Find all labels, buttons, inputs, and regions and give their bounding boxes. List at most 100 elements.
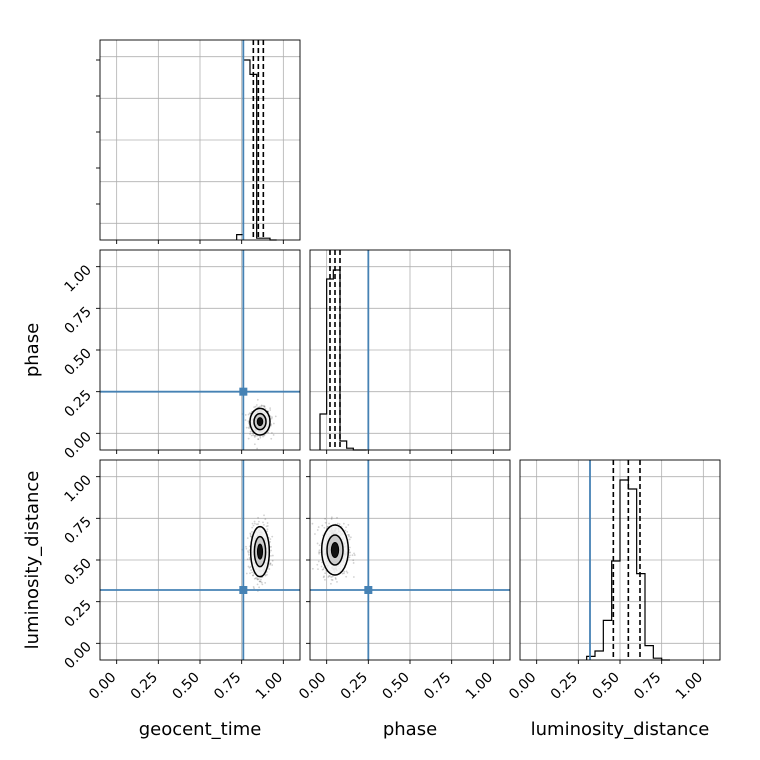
- x-tick-label: 1.00: [463, 670, 496, 703]
- sample-point: [245, 545, 247, 548]
- sample-point: [260, 405, 263, 408]
- sample-point: [251, 522, 254, 525]
- sample-point: [269, 540, 272, 543]
- scatter-panel-geocent_time-phase: 0.00 0.25 0.50 0.75 1.00: [61, 249, 301, 462]
- truth-marker: [239, 586, 248, 594]
- sample-point: [263, 514, 265, 517]
- sample-point: [244, 419, 247, 421]
- sample-point: [270, 417, 273, 420]
- x-tick-label: 0.00: [506, 670, 539, 703]
- sample-point: [260, 578, 262, 581]
- sample-point: [248, 412, 251, 415]
- sample-point: [256, 398, 259, 401]
- sample-point: [262, 435, 264, 438]
- sample-point: [345, 575, 348, 578]
- sample-point: [256, 583, 259, 586]
- sample-point: [349, 551, 351, 554]
- sample-point: [264, 518, 267, 521]
- sample-point: [252, 586, 255, 588]
- sample-point: [323, 575, 325, 578]
- sample-point: [268, 568, 271, 570]
- sample-point: [271, 416, 273, 419]
- x-tick-label: 0.75: [211, 670, 244, 703]
- sample-point: [254, 577, 257, 580]
- sample-point: [316, 542, 319, 545]
- sample-point: [263, 434, 266, 437]
- y-tick-label: 1.00: [61, 262, 94, 295]
- x-tick-label: 0.25: [338, 670, 371, 703]
- sample-point: [330, 576, 333, 578]
- sample-point: [266, 528, 269, 531]
- sample-point: [344, 529, 347, 532]
- sample-point: [347, 523, 350, 526]
- sample-point: [253, 406, 256, 409]
- sample-point: [272, 422, 275, 425]
- x-tick-label: 0.50: [379, 670, 412, 703]
- sample-point: [250, 569, 253, 571]
- sample-point: [253, 443, 256, 446]
- sample-point: [269, 409, 272, 411]
- sample-point: [269, 562, 272, 565]
- sample-point: [343, 572, 345, 575]
- sample-point: [251, 526, 254, 529]
- sample-point: [255, 523, 258, 526]
- sample-point: [348, 538, 351, 541]
- sample-point: [270, 423, 273, 426]
- sample-point: [347, 533, 350, 536]
- sample-point: [263, 405, 265, 408]
- sample-point: [247, 413, 250, 416]
- y-tick-label: 0.00: [61, 639, 94, 672]
- sample-point: [254, 522, 256, 525]
- sample-point: [260, 581, 263, 584]
- sample-point: [330, 582, 332, 585]
- sample-point: [259, 435, 262, 438]
- sample-point: [257, 438, 259, 441]
- contour-core: [256, 417, 264, 427]
- sample-point: [258, 586, 261, 589]
- sample-point: [269, 407, 272, 410]
- y-axis-title-luminosity-distance: luminosity_distance: [22, 471, 43, 650]
- sample-point: [251, 574, 254, 577]
- sample-point: [264, 574, 267, 577]
- sample-point: [272, 434, 275, 436]
- scatter-panel-geocent_time-luminosity_distance: 0.00 0.25 0.50 0.75 1.000.000.250.500.751.00: [61, 459, 301, 703]
- sample-point: [342, 522, 345, 525]
- sample-point: [253, 520, 256, 523]
- sample-point: [316, 529, 319, 531]
- sample-point: [336, 522, 339, 525]
- y-tick-label: 0.50: [61, 556, 94, 589]
- sample-point: [270, 437, 273, 440]
- sample-point: [334, 577, 337, 579]
- sample-point: [345, 570, 348, 573]
- sample-point: [330, 578, 333, 581]
- sample-point: [249, 533, 252, 536]
- y-tick-label: 0.50: [61, 346, 94, 379]
- sample-point: [274, 415, 277, 418]
- sample-point: [326, 525, 329, 528]
- sample-point: [324, 521, 327, 524]
- sample-point: [257, 578, 260, 580]
- sample-point: [348, 546, 351, 549]
- sample-point: [252, 524, 255, 527]
- sample-point: [256, 578, 259, 581]
- sample-point: [269, 562, 271, 565]
- sample-point: [338, 523, 341, 526]
- y-axis-title-phase: phase: [22, 323, 43, 377]
- sample-point: [252, 434, 255, 437]
- sample-point: [245, 572, 248, 575]
- y-tick-label: 0.25: [61, 387, 94, 420]
- sample-point: [317, 526, 320, 528]
- x-tick-label: 0.00: [296, 670, 329, 703]
- sample-point: [331, 575, 334, 578]
- sample-point: [249, 565, 252, 568]
- sample-point: [258, 580, 261, 583]
- sample-point: [248, 566, 251, 569]
- sample-point: [271, 564, 274, 566]
- sample-point: [258, 405, 261, 408]
- sample-point: [317, 560, 320, 563]
- sample-point: [322, 576, 325, 579]
- sample-point: [271, 554, 274, 557]
- sample-point: [321, 524, 324, 527]
- sample-point: [245, 547, 248, 550]
- sample-point: [248, 427, 250, 430]
